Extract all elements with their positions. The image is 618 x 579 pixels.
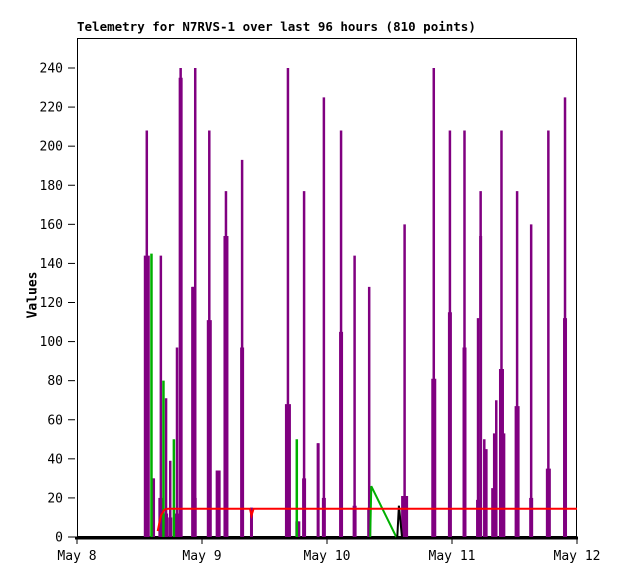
y-tick-label: 0 xyxy=(55,531,63,546)
channel-red-line xyxy=(156,507,577,532)
y-tick-label: 200 xyxy=(40,140,63,155)
channel-green-line xyxy=(369,485,398,538)
y-tick-label: 220 xyxy=(40,101,63,116)
x-tick-label: May 10 xyxy=(304,549,351,564)
y-tick-label: 80 xyxy=(47,374,63,389)
chart-title: Telemetry for N7RVS-1 over last 96 hours… xyxy=(77,19,476,34)
y-tick-label: 20 xyxy=(47,491,63,506)
x-tick-label: May 11 xyxy=(429,549,476,564)
x-tick-label: May 9 xyxy=(182,549,221,564)
y-tick-label: 240 xyxy=(40,62,63,77)
channel-black-line xyxy=(396,505,403,538)
y-tick-label: 140 xyxy=(40,257,63,272)
y-tick-label: 160 xyxy=(40,218,63,233)
y-tick-label: 120 xyxy=(40,296,63,311)
x-tick-label: May 12 xyxy=(554,549,601,564)
y-tick-label: 40 xyxy=(47,452,63,467)
y-tick-label: 60 xyxy=(47,413,63,428)
x-tick-label: May 8 xyxy=(57,549,96,564)
y-tick-label: 180 xyxy=(40,179,63,194)
y-tick-label: 100 xyxy=(40,335,63,350)
